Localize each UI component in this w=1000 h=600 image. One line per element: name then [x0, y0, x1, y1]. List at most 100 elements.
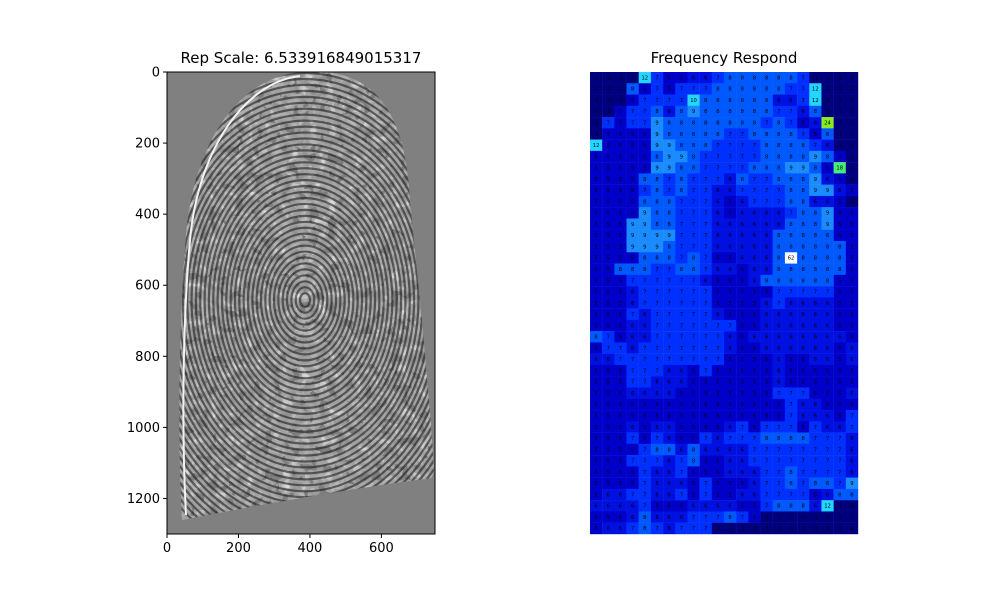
heatmap-cell	[833, 308, 847, 321]
heatmap-cell-label: 8	[838, 492, 841, 498]
heatmap-cell	[845, 331, 859, 343]
heatmap-cell	[626, 421, 639, 433]
heatmap-cell-label: 7	[692, 357, 695, 363]
heatmap-cell-label: 5	[619, 233, 622, 239]
heatmap-cell-label: 5	[631, 402, 634, 408]
heatmap-cell	[833, 286, 847, 298]
heatmap-cell	[809, 488, 822, 501]
heatmap-cell-label: 8	[655, 211, 658, 217]
y-tick-label: 0	[152, 66, 160, 81]
heatmap-cell	[687, 500, 700, 512]
heatmap-cell-label: 5	[850, 312, 853, 318]
heatmap-cell	[626, 252, 639, 264]
fingerprint-ridge	[220, 185, 390, 416]
heatmap-cell-label: 9	[826, 222, 829, 228]
heatmap-cell-label: 7	[643, 504, 646, 510]
heatmap-cell-label: 7	[631, 526, 634, 532]
heatmap-cell	[675, 162, 688, 174]
heatmap-cell-label: 6	[777, 323, 780, 329]
heatmap-cell	[650, 173, 664, 185]
heatmap-cell	[699, 455, 713, 467]
heatmap-cell-label: 7	[814, 290, 817, 296]
heatmap-cell	[638, 229, 652, 242]
heatmap-cell-label: 5	[704, 380, 707, 386]
heatmap-cell	[845, 218, 859, 230]
heatmap-cell	[821, 308, 834, 321]
heatmap-cell-label: 6	[850, 470, 853, 476]
heatmap-cell-label: 6	[814, 413, 817, 419]
heatmap-cell-label: 8	[814, 256, 817, 262]
heatmap-cell-label: 7	[704, 211, 707, 217]
heatmap-cell-label: 6	[765, 233, 768, 239]
heatmap-cell	[590, 263, 603, 276]
heatmap-cell-label: 7	[741, 436, 744, 442]
heatmap-cell	[675, 263, 688, 276]
heatmap-cell	[724, 342, 737, 354]
heatmap-cell-label: 6	[655, 515, 658, 521]
heatmap-cell	[748, 184, 761, 197]
heatmap-cell-label: 8	[838, 244, 841, 250]
heatmap-cell-label: 5	[741, 391, 744, 397]
heatmap-cell-label: 8	[680, 177, 683, 183]
heatmap-cell	[626, 432, 639, 445]
heatmap-cell-label: 8	[655, 109, 658, 115]
heatmap-cell	[675, 387, 688, 399]
heatmap-cell-label: 6	[728, 470, 731, 476]
heatmap-cell	[797, 184, 810, 197]
left-axes-frame	[166, 71, 436, 535]
heatmap-cell	[650, 184, 664, 197]
heatmap-cell	[724, 252, 737, 264]
heatmap-cell-label: 12	[812, 98, 819, 104]
heatmap-cell-label: 7	[716, 177, 719, 183]
fingerprint-ridge	[277, 262, 333, 338]
heatmap-cell	[638, 241, 652, 253]
heatmap-cell	[602, 94, 615, 107]
heatmap-cell-label: 7	[716, 515, 719, 521]
heatmap-cell	[736, 263, 749, 276]
heatmap-cell-label: 9	[643, 244, 646, 250]
heatmap-cell	[614, 500, 627, 512]
heatmap-cell-label: 5	[789, 368, 792, 374]
heatmap-cell-label: 7	[704, 492, 707, 498]
heatmap-cell-label: -1	[849, 98, 854, 104]
heatmap-cell-label: 8	[826, 256, 829, 262]
heatmap-cell	[748, 331, 761, 343]
heatmap-cell	[845, 94, 859, 107]
heatmap-cell	[650, 286, 664, 298]
heatmap-cell-label: 6	[716, 199, 719, 205]
heatmap-cell-label: 8	[741, 87, 744, 93]
heatmap-cell	[760, 139, 773, 152]
heatmap-cell	[736, 105, 749, 118]
heatmap-cell	[614, 376, 627, 388]
heatmap-cell-label: 7	[765, 177, 768, 183]
heatmap-cell	[711, 162, 725, 174]
heatmap-cell	[736, 218, 749, 230]
heatmap-cell-label: 8	[643, 267, 646, 273]
heatmap-cell-label: 6	[838, 425, 841, 431]
heatmap-cell-label: 5	[607, 222, 610, 228]
heatmap-cell-label: 8	[765, 87, 768, 93]
heatmap-cell	[736, 297, 749, 309]
heatmap-cell	[784, 387, 798, 399]
heatmap-cell-label: 8	[631, 267, 634, 273]
heatmap-cell	[614, 263, 627, 276]
heatmap-cell	[638, 500, 652, 512]
heatmap-cell-label: 5	[594, 278, 597, 284]
heatmap-cell-label: 7	[680, 470, 683, 476]
heatmap-cell	[687, 105, 700, 118]
heatmap-cell	[602, 421, 615, 433]
heatmap-cell	[833, 252, 847, 264]
heatmap-cell	[784, 455, 798, 467]
heatmap-cell-label: -1	[837, 109, 842, 115]
heatmap-cell	[602, 376, 615, 388]
frequency-heatmap-panel: Frequency Respond -1 -1 -1 -1 12 7 5 5 6 6 7 8 8 8 8 8 8…	[590, 49, 859, 535]
heatmap-cell-label: 5	[838, 211, 841, 217]
heatmap-cell-label: 5	[594, 470, 597, 476]
heatmap-cell	[809, 500, 822, 512]
heatmap-cell	[663, 218, 676, 230]
heatmap-cell	[663, 466, 676, 478]
heatmap-cell	[699, 117, 713, 129]
heatmap-cell-label: 5	[594, 211, 597, 217]
heatmap-cell	[833, 173, 847, 185]
heatmap-cell	[590, 241, 603, 253]
